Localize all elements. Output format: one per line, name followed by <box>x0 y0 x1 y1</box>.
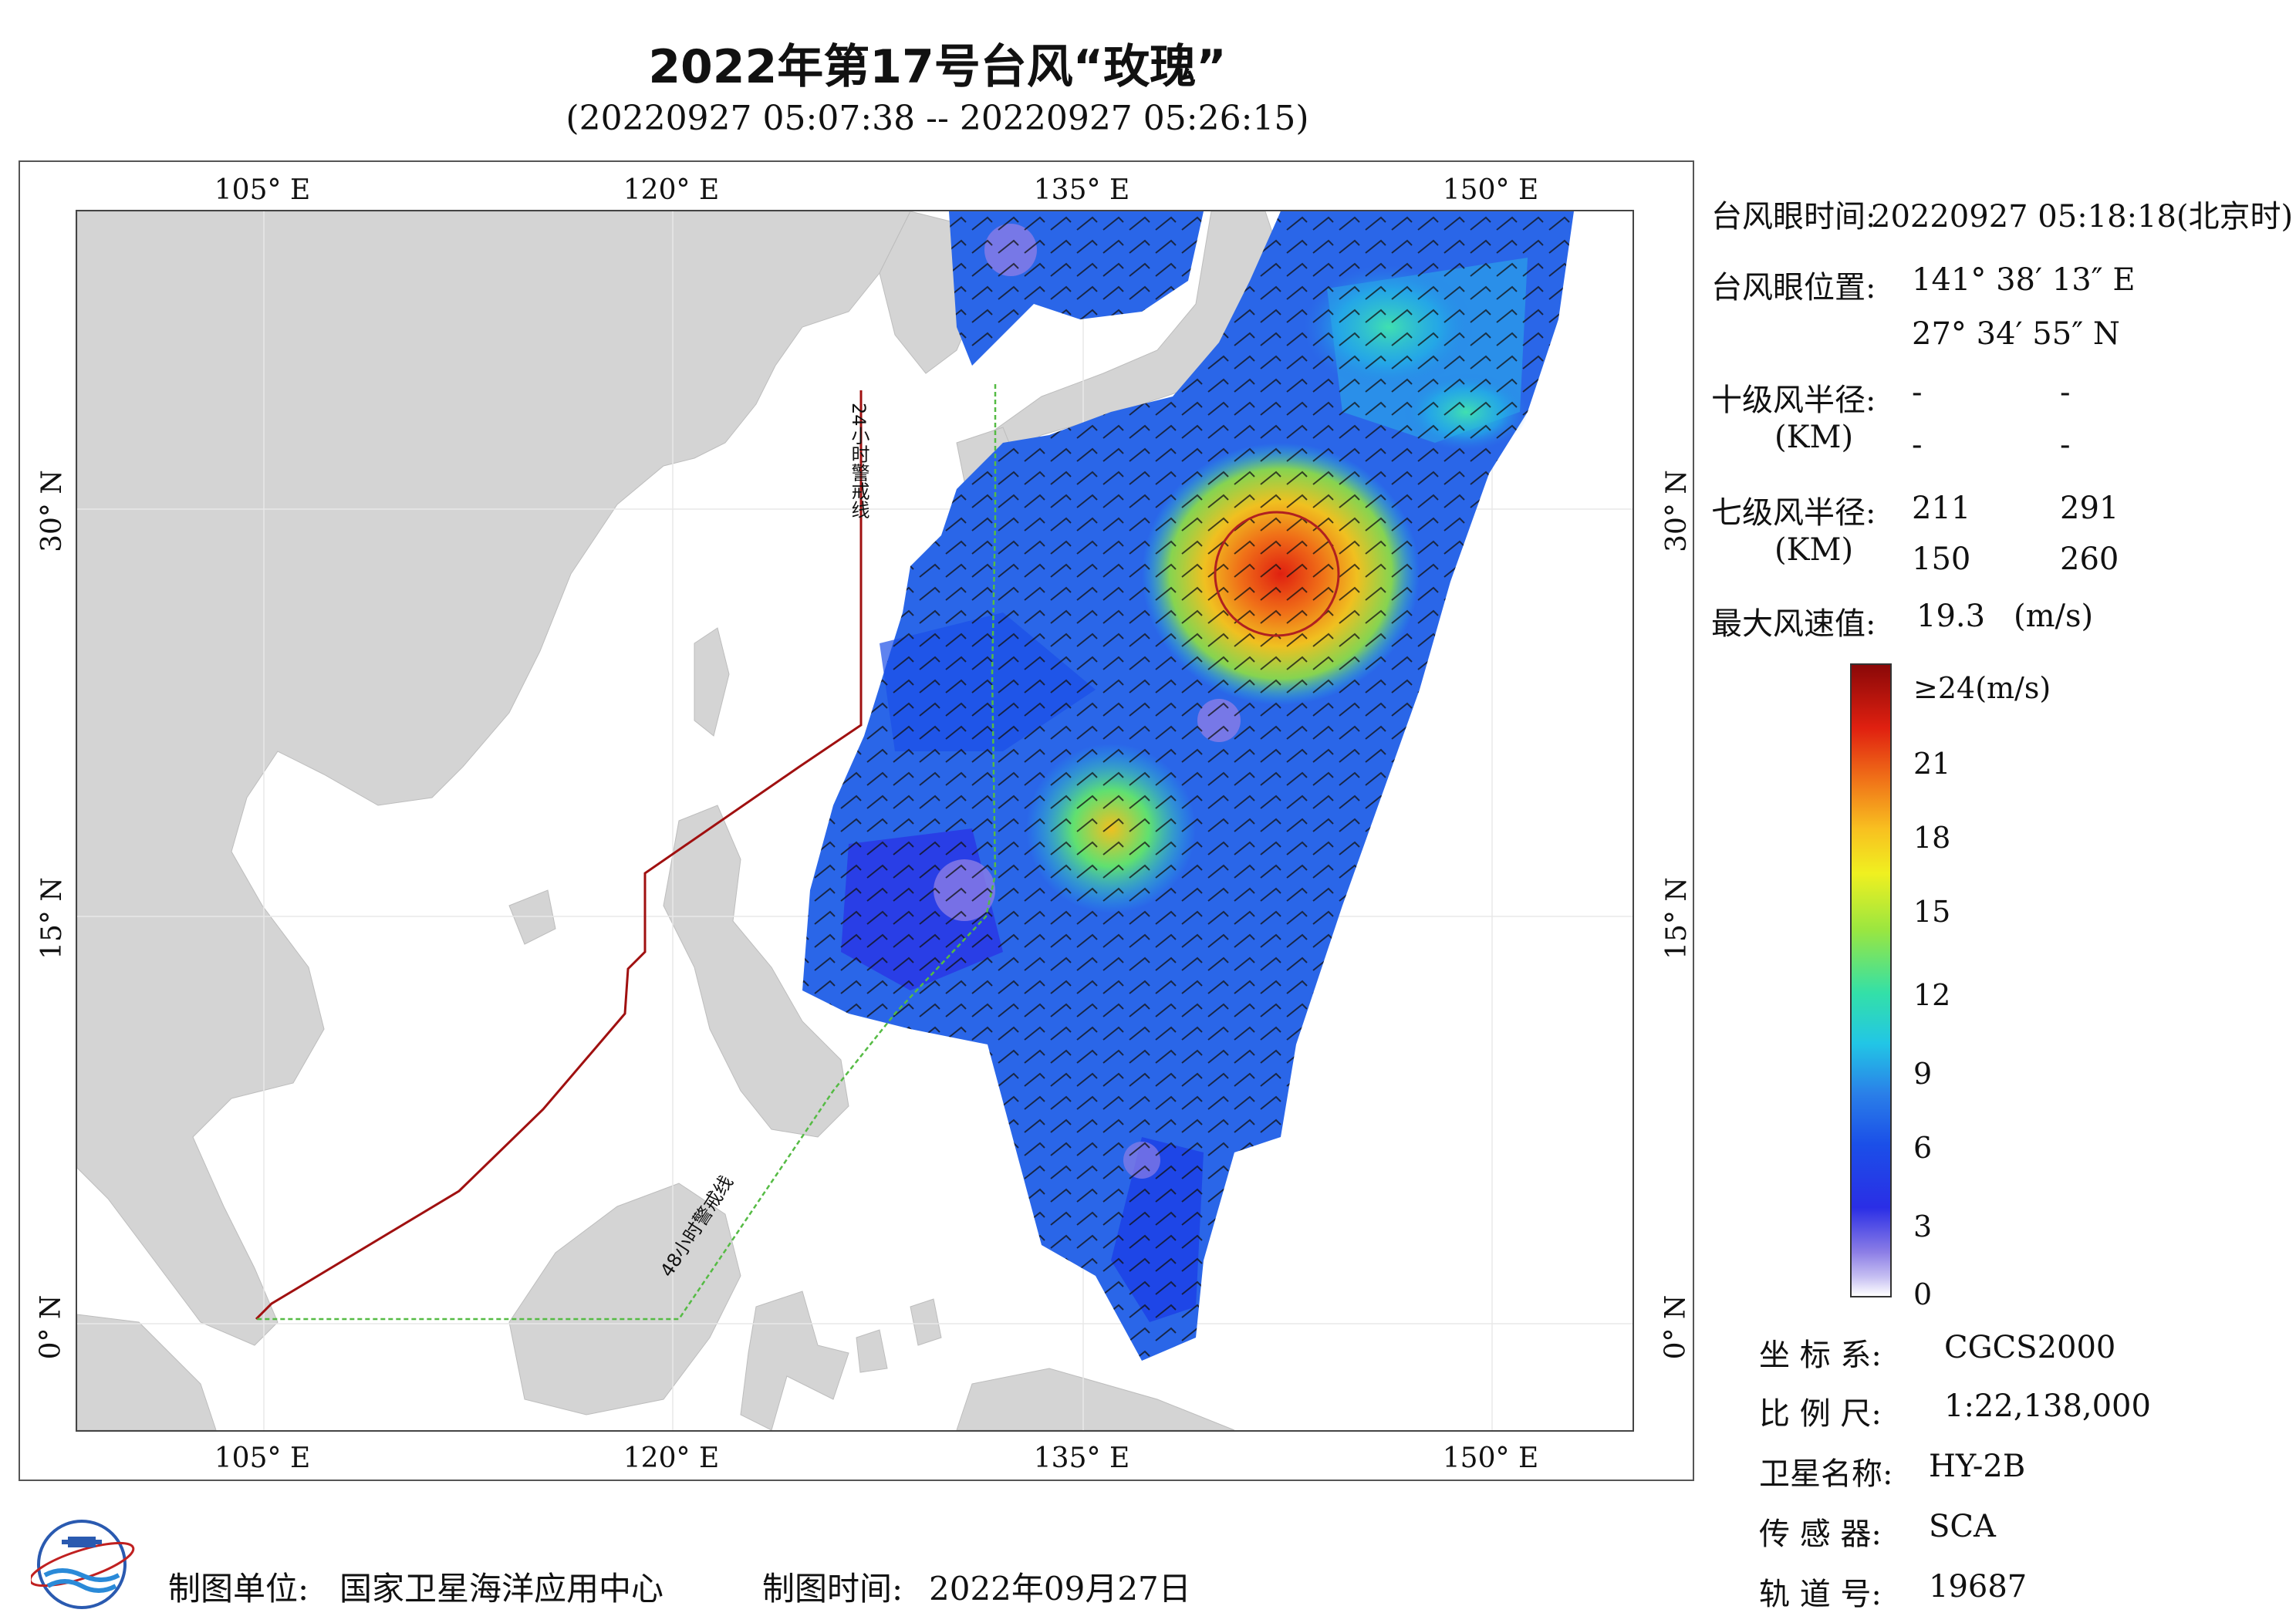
eye-time-label: 台风眼时间: <box>1711 199 1876 235</box>
lat-label-left-15: 15° N <box>35 877 68 960</box>
lon-label-top-105: 105° E <box>214 174 311 206</box>
lon-label-bottom-105: 105° E <box>214 1442 311 1474</box>
land-new-guinea <box>956 1368 1235 1430</box>
eye-lon: 141° 38′ 13″ E <box>1912 262 2136 298</box>
r7-nw: 260 <box>2060 542 2119 577</box>
land-borneo <box>508 1183 741 1415</box>
r10-nw: - <box>2060 427 2071 463</box>
coord-label: 坐 标 系: <box>1759 1338 1882 1373</box>
org-label: 制图单位: <box>168 1570 309 1608</box>
sensor-value: SCA <box>1929 1509 1996 1544</box>
land-hainan <box>508 889 556 945</box>
warning-line-24h <box>255 390 863 1321</box>
cbar-tick-21: 21 <box>1913 747 1951 781</box>
cbar-tick-9: 9 <box>1913 1057 1933 1091</box>
r7-se: 291 <box>2060 491 2119 526</box>
lat-label-right-30: 30° N <box>1660 470 1693 552</box>
cbar-tick-6: 6 <box>1913 1131 1933 1165</box>
typhoon-eye-ring <box>1214 511 1340 637</box>
wind-field-map: 24小时警戒线 48小时警戒线 <box>76 210 1634 1432</box>
land-philippines <box>663 805 849 1138</box>
max-wind-label: 最大风速值: <box>1711 606 1876 642</box>
satellite-label: 卫星名称: <box>1759 1456 1893 1492</box>
cbar-tick-15: 15 <box>1913 895 1951 929</box>
warning-24h-label: 24小时警戒线 <box>848 403 869 519</box>
lon-label-top-150: 150° E <box>1442 174 1539 206</box>
map-title: 2022年第17号台风“玫瑰” <box>648 40 1227 94</box>
coord-value: CGCS2000 <box>1944 1330 2116 1365</box>
scale-value: 1:22,138,000 <box>1944 1388 2151 1424</box>
land-mainland <box>77 211 911 1346</box>
wind-swath <box>802 211 1574 1361</box>
r10-label: 十级风半径: <box>1711 383 1876 418</box>
cbar-tick-18: 18 <box>1913 821 1951 855</box>
land-sulawesi <box>740 1291 849 1430</box>
warning-line-48h <box>256 384 997 1321</box>
eye-pos-label: 台风眼位置: <box>1711 270 1876 305</box>
lon-label-bottom-135: 135° E <box>1033 1442 1130 1474</box>
lat-label-right-0: 0° N <box>1660 1294 1692 1360</box>
r10-sw: - <box>1912 427 1923 463</box>
lat-label-right-15: 15° N <box>1660 877 1693 960</box>
org-value: 国家卫星海洋应用中心 <box>339 1570 664 1608</box>
land-islands <box>856 1298 942 1373</box>
cbar-tick-0: 0 <box>1913 1277 1933 1311</box>
land-masses <box>77 211 1320 1430</box>
time-range: (20220927 05:07:38 -- 20220927 05:26:15) <box>566 99 1309 138</box>
r10-unit: (KM) <box>1774 420 1854 455</box>
r10-se: - <box>2060 375 2071 410</box>
max-wind-unit: (m/s) <box>2014 599 2094 634</box>
map-canvas <box>77 211 1633 1430</box>
satellite-value: HY-2B <box>1929 1449 2026 1484</box>
lon-label-bottom-150: 150° E <box>1442 1442 1539 1474</box>
scale-label: 比 例 尺: <box>1759 1396 1882 1432</box>
lon-label-top-135: 135° E <box>1033 174 1130 206</box>
eye-lat: 27° 34′ 55″ N <box>1912 316 2120 352</box>
date-value: 2022年09月27日 <box>929 1570 1191 1608</box>
r7-unit: (KM) <box>1774 532 1854 568</box>
warning-lines <box>255 384 997 1321</box>
r7-ne: 211 <box>1912 491 1971 526</box>
r10-ne: - <box>1912 375 1923 410</box>
land-taiwan <box>694 627 730 737</box>
orbit-label: 轨 道 号: <box>1759 1577 1882 1612</box>
r7-label: 七级风半径: <box>1711 495 1876 531</box>
lat-label-left-30: 30° N <box>35 470 68 552</box>
eye-time-value: 20220927 05:18:18(北京时) <box>1871 199 2294 235</box>
nsoas-logo <box>29 1515 139 1615</box>
colorbar <box>1850 663 1892 1297</box>
map-frame <box>19 160 1694 1481</box>
land-malaya <box>77 1314 217 1430</box>
lat-label-left-0: 0° N <box>35 1294 67 1360</box>
r7-sw: 150 <box>1912 542 1971 577</box>
cbar-tick-12: 12 <box>1913 978 1951 1012</box>
max-wind-value: 19.3 <box>1916 599 1986 634</box>
sensor-label: 传 感 器: <box>1759 1517 1882 1552</box>
lon-label-top-120: 120° E <box>623 174 720 206</box>
cbar-tick-24: ≥24(m/s) <box>1913 671 2051 705</box>
orbit-value: 19687 <box>1929 1569 2028 1604</box>
cbar-tick-3: 3 <box>1913 1210 1933 1243</box>
lon-label-bottom-120: 120° E <box>623 1442 720 1474</box>
date-label: 制图时间: <box>762 1570 903 1608</box>
